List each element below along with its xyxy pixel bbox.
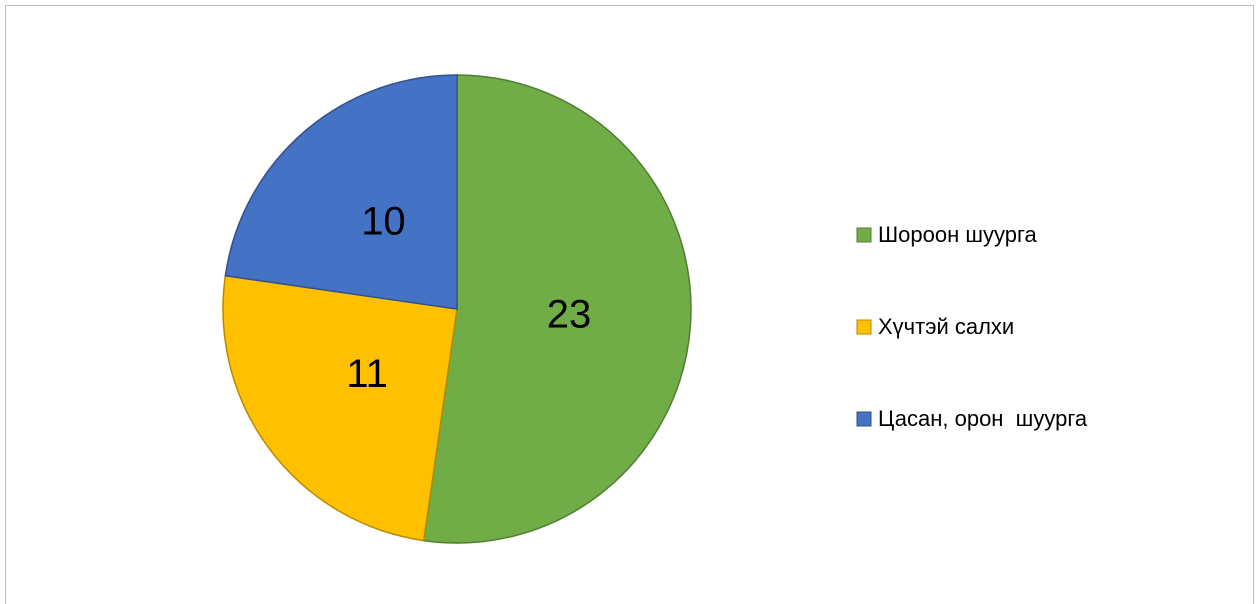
pie-slice — [422, 74, 692, 544]
pie-slice — [222, 274, 458, 542]
data-label: 11 — [346, 352, 388, 396]
data-label: 10 — [361, 200, 406, 244]
legend-label: Хүчтэй салхи — [878, 314, 1014, 339]
legend-swatch — [856, 411, 872, 427]
legend-label: Цасан, орон шуурга — [878, 406, 1088, 431]
legend-swatch — [856, 319, 872, 335]
data-label: 23 — [547, 293, 592, 337]
pie-slice — [224, 74, 458, 310]
legend-swatch — [856, 227, 872, 243]
legend-label: Шороон шуурга — [878, 222, 1038, 247]
chart-border — [5, 5, 1254, 604]
